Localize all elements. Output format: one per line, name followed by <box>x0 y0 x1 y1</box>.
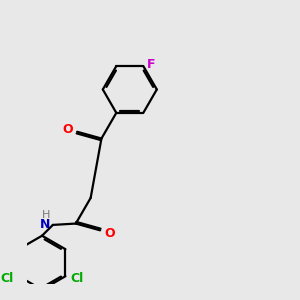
Text: O: O <box>62 123 73 136</box>
Text: H: H <box>42 210 50 220</box>
Text: N: N <box>40 218 50 231</box>
Text: Cl: Cl <box>71 272 84 285</box>
Text: F: F <box>147 58 156 71</box>
Text: O: O <box>104 226 115 239</box>
Text: Cl: Cl <box>0 272 13 285</box>
